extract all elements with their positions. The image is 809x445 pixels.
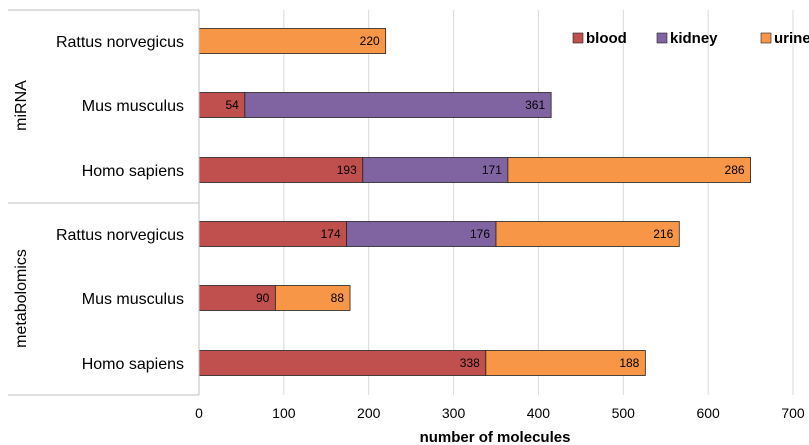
bar-segment-kidney: [346, 221, 497, 247]
category-label: Mus musculus: [82, 291, 184, 308]
legend-swatch-blood: [572, 32, 584, 44]
group-separators: [8, 9, 199, 396]
gridlines: [283, 10, 794, 395]
legend-swatch-kidney: [656, 32, 668, 44]
category-labels: Rattus norvegicus Mus musculus Homo sapien…: [56, 34, 184, 373]
x-tick-label: 200: [357, 405, 381, 421]
group-labels: miRNA metabolomics: [13, 80, 30, 348]
category-label: Homo sapiens: [82, 356, 184, 373]
bar-segment-urine: [495, 221, 680, 247]
bar-segment-blood: [198, 350, 487, 376]
bar-value-label: 193: [337, 163, 357, 177]
group-label: metabolomics: [13, 249, 30, 348]
bar-value-label: 90: [256, 291, 270, 305]
bar-value-label: 216: [653, 227, 673, 241]
category-label: Rattus norvegicus: [56, 227, 184, 244]
bars: 220 54 361 193 171 286 174 176 216 90 88 338 188: [198, 28, 751, 376]
bar-value-label: 171: [482, 163, 502, 177]
category-label: Rattus norvegicus: [56, 34, 184, 51]
x-tick-label: 300: [442, 405, 466, 421]
legend: blood kidney urine: [572, 30, 809, 47]
bar-value-label: 88: [331, 291, 345, 305]
legend-label-blood: blood: [586, 30, 627, 47]
bar-value-label: 220: [360, 34, 380, 48]
x-tick-label: 700: [781, 405, 805, 421]
bar-value-label: 286: [725, 163, 745, 177]
x-tick-label: 600: [696, 405, 720, 421]
bar-segment-kidney: [362, 157, 509, 183]
legend-label-kidney: kidney: [670, 30, 718, 47]
x-tick-label: 500: [612, 405, 636, 421]
bar-value-label: 338: [460, 356, 480, 370]
x-tick-label: 100: [272, 405, 296, 421]
bar-segment-kidney: [244, 92, 552, 118]
category-label: Mus musculus: [82, 98, 184, 115]
bar-segment-urine: [274, 285, 351, 311]
group-label: miRNA: [13, 80, 30, 131]
legend-label-urine: urine: [774, 30, 809, 47]
bar-value-label: 176: [470, 227, 490, 241]
bar-segment-urine: [485, 350, 646, 376]
bar-segment-urine: [507, 157, 751, 183]
x-tick-label: 400: [527, 405, 551, 421]
bar-value-label: 361: [525, 98, 545, 112]
x-axis: 0 100 200 300 400 500 600 700: [195, 10, 805, 421]
bar-value-label: 54: [225, 98, 239, 112]
category-label: Homo sapiens: [82, 163, 184, 180]
bar-segment-urine: [198, 28, 387, 54]
legend-swatch-urine: [760, 32, 772, 44]
x-axis-title: number of molecules: [420, 429, 571, 445]
x-tick-label: 0: [195, 405, 203, 421]
bar-value-label: 174: [321, 227, 341, 241]
bar-value-label: 188: [619, 356, 639, 370]
